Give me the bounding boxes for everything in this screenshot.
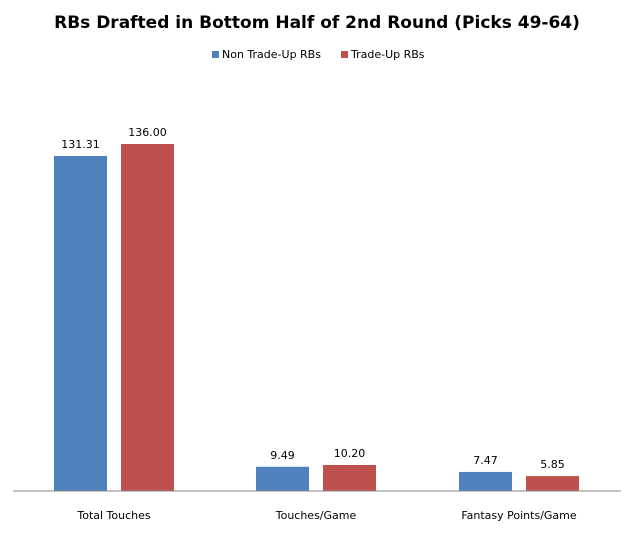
legend-label-trade-up: Trade-Up RBs	[350, 48, 425, 61]
bar-non-trade-up-1	[256, 466, 309, 491]
bar-non-trade-up-0	[54, 155, 107, 491]
category-label-2: Fantasy Points/Game	[461, 509, 577, 522]
category-label-0: Total Touches	[76, 509, 151, 522]
bar-non-trade-up-2	[459, 471, 512, 491]
bar-trade-up-1	[323, 464, 376, 491]
data-label-non-trade-up-1: 9.49	[270, 449, 295, 462]
chart-title: RBs Drafted in Bottom Half of 2nd Round …	[54, 13, 580, 33]
bar-trade-up-2	[526, 476, 579, 491]
legend: Non Trade-Up RBs Trade-Up RBs	[212, 48, 425, 61]
legend-swatch-trade-up	[341, 51, 348, 58]
data-label-trade-up-2: 5.85	[540, 458, 565, 471]
data-label-trade-up-0: 136.00	[128, 126, 167, 139]
legend-swatch-non-trade-up	[212, 51, 219, 58]
data-label-non-trade-up-2: 7.47	[473, 454, 498, 467]
data-label-trade-up-1: 10.20	[334, 447, 366, 460]
category-label-1: Touches/Game	[275, 509, 357, 522]
category-labels-group: Total Touches Touches/Game Fantasy Points/…	[76, 509, 577, 522]
bars-group	[54, 144, 579, 491]
data-labels-group: 131.31 136.00 9.49 10.20 7.47 5.85	[61, 126, 565, 471]
legend-label-non-trade-up: Non Trade-Up RBs	[222, 48, 321, 61]
data-label-non-trade-up-0: 131.31	[61, 138, 100, 151]
bar-trade-up-0	[121, 144, 174, 491]
